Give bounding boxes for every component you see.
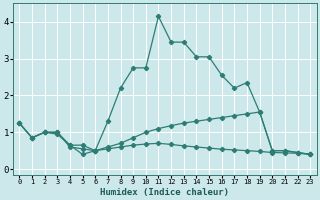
X-axis label: Humidex (Indice chaleur): Humidex (Indice chaleur)	[100, 188, 229, 197]
